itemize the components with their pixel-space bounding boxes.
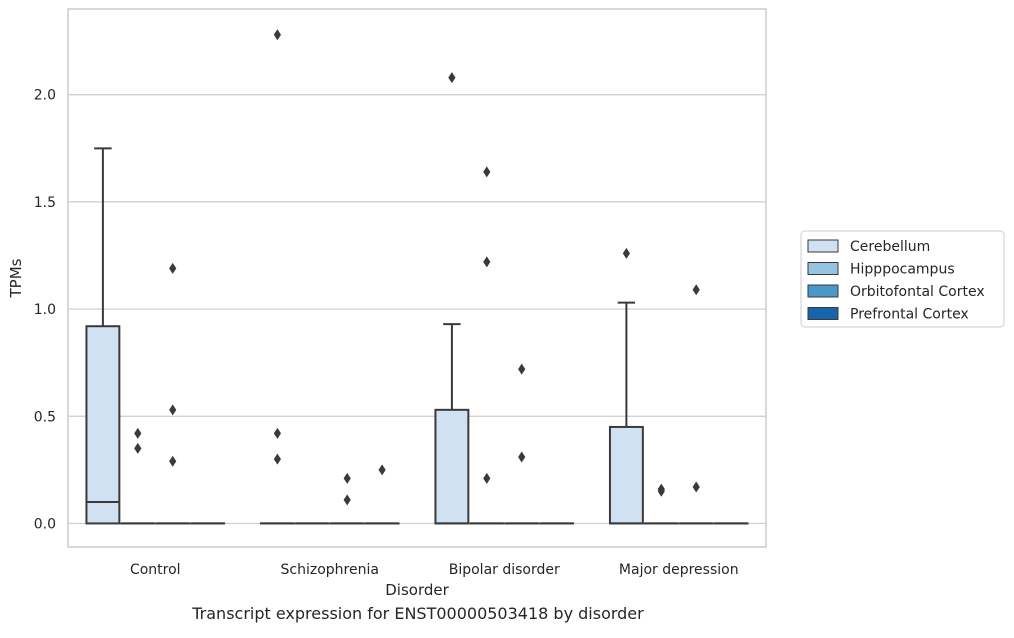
outlier-point xyxy=(693,284,700,295)
outlier-point xyxy=(483,473,490,484)
x-axis-label: Disorder xyxy=(385,581,449,599)
legend-swatch xyxy=(808,240,838,252)
outlier-point xyxy=(169,456,176,467)
legend-swatch xyxy=(808,285,838,297)
chart-caption: Transcript expression for ENST0000050341… xyxy=(0,604,836,623)
outlier-point xyxy=(344,473,351,484)
outlier-point xyxy=(623,248,630,259)
y-tick-label: 0.0 xyxy=(34,516,56,532)
legend-label: Orbitofontal Cortex xyxy=(850,284,985,300)
y-tick-label: 2.0 xyxy=(34,88,56,104)
outlier-point xyxy=(274,29,281,40)
legend-swatch xyxy=(808,263,838,275)
outlier-point xyxy=(658,484,665,495)
legend-label: Cerebellum xyxy=(850,239,930,255)
outlier-point xyxy=(379,464,386,475)
outlier-point xyxy=(274,428,281,439)
legend-label: Prefrontal Cortex xyxy=(850,307,969,323)
x-tick-label: Control xyxy=(130,562,181,578)
x-tick-label: Schizophrenia xyxy=(281,562,379,578)
outlier-point xyxy=(344,494,351,505)
y-tick-label: 1.5 xyxy=(34,195,56,211)
legend-swatch xyxy=(808,308,838,320)
outlier-point xyxy=(274,454,281,465)
x-tick-label: Major depression xyxy=(619,562,739,578)
y-tick-label: 0.5 xyxy=(34,409,56,425)
outlier-point xyxy=(448,72,455,83)
outlier-point xyxy=(483,166,490,177)
y-axis-label: TPMs xyxy=(7,258,25,298)
outlier-point xyxy=(134,428,141,439)
box-body xyxy=(86,326,119,523)
outlier-point xyxy=(169,263,176,274)
legend-label: Hipppocampus xyxy=(850,262,955,278)
outlier-point xyxy=(518,451,525,462)
outlier-point xyxy=(169,404,176,415)
box-body xyxy=(610,427,643,523)
outlier-point xyxy=(518,364,525,375)
x-tick-label: Bipolar disorder xyxy=(449,562,560,578)
outlier-point xyxy=(483,256,490,267)
outlier-point xyxy=(693,481,700,492)
outlier-point xyxy=(134,443,141,454)
y-tick-label: 1.0 xyxy=(34,302,56,318)
box-body xyxy=(435,410,468,524)
